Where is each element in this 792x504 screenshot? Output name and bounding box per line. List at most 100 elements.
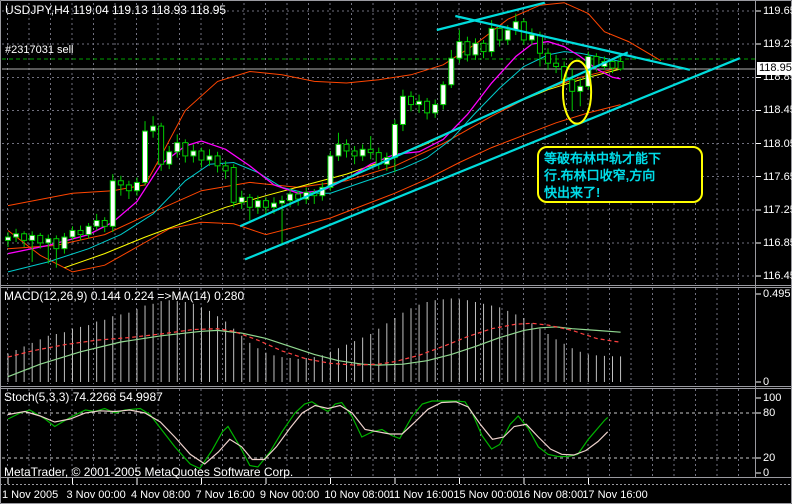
candle-body (254, 200, 261, 208)
candle-body (295, 193, 302, 200)
stoch-axis-label: 100 (763, 392, 782, 404)
candle-body (504, 29, 511, 41)
candle-body (359, 148, 366, 157)
candle-body (61, 236, 68, 250)
candle-body (5, 236, 11, 241)
stoch-lines (7, 400, 609, 470)
bollinger-upper (7, 2, 662, 207)
chart-title: USDJPY,H4 119.04 119.13 118.93 118.95 (5, 3, 227, 17)
candle-body (536, 34, 543, 54)
time-axis-label: 11 Nov 16:00 (388, 489, 454, 501)
candle-body (214, 155, 221, 167)
stoch-d-line (7, 401, 609, 465)
price-axis-label: 116.45 (763, 270, 792, 282)
candle-body (29, 234, 36, 241)
grid-lines (2, 3, 755, 477)
candle-body (577, 85, 584, 92)
stoch-axis-label: 80 (763, 407, 776, 419)
candles (5, 13, 624, 268)
stoch-axis-label: 20 (763, 452, 776, 464)
candle-body (125, 184, 132, 192)
candle-body (93, 220, 100, 227)
candle-body (464, 41, 471, 56)
candle-body (69, 229, 76, 238)
candle-body (408, 95, 414, 106)
macd-indicator-label: MACD(12,26,9) 0.144 0.224 =>MA(14) 0.280 (4, 289, 245, 303)
candle-body (246, 196, 253, 208)
wedge-descending-line (455, 14, 691, 71)
candle-body (262, 200, 269, 208)
candle-body (206, 155, 213, 161)
time-axis-label: 3 Nov 00:00 (66, 489, 126, 501)
annotation-note[interactable]: 等破布林中轨才能下 行.布林口收窄,方向 快出来了! (537, 146, 703, 203)
highlight-ellipse[interactable] (561, 59, 593, 125)
candle-body (238, 196, 245, 203)
candle-body (327, 155, 334, 188)
time-axis-label: 17 Nov 16:00 (582, 489, 648, 501)
candle-body (190, 150, 197, 157)
candle-body (133, 181, 140, 192)
macd-axis-label: 0.495 (763, 287, 791, 300)
candle-body (456, 41, 463, 59)
price-axis-label: 117.25 (763, 203, 792, 216)
candle-body (142, 130, 149, 183)
candle-body (351, 150, 358, 157)
candle-body (77, 229, 84, 236)
annotation-line: 快出来了! (544, 185, 601, 200)
candle-body (391, 123, 398, 159)
time-axis-label: 9 Nov 00:00 (259, 489, 320, 501)
stoch-axis-label: 0 (763, 467, 770, 479)
annotation-line: 等破布林中轨才能下 (544, 151, 662, 166)
candle-body (553, 62, 560, 67)
ma-cyan (7, 51, 621, 273)
time-axis-label: 16 Nov 08:00 (517, 489, 584, 501)
price-axis-label: 116.85 (763, 236, 792, 249)
macd-histogram (7, 298, 622, 382)
annotation-line: 行.布林口收窄,方向 (544, 168, 656, 183)
candle-body (367, 148, 374, 154)
candle-body (13, 233, 20, 238)
candle-body (166, 151, 173, 165)
candle-body (174, 142, 181, 153)
sell-order-label: #2317031 sell (5, 44, 74, 56)
candle-body (150, 125, 157, 132)
candle-body (117, 180, 124, 186)
candle-body (279, 200, 286, 204)
candle-body (399, 95, 406, 125)
macd-lines (7, 322, 621, 378)
price-axis-label: 119.65 (763, 5, 792, 17)
time-axis-label: 1 Nov 2005 (2, 489, 59, 501)
candle-body (37, 234, 44, 244)
ma-orange-mid (7, 66, 621, 250)
candle-body (432, 104, 439, 114)
candle-body (528, 34, 535, 41)
candle-body (617, 61, 624, 70)
time-axis-label: 4 Nov 08:00 (130, 489, 191, 501)
ma-magenta (7, 40, 621, 255)
stoch-indicator-label: Stoch(5,3,3) 74.2268 54.9987 (4, 390, 163, 404)
macd-axis-label: 0 (763, 376, 770, 388)
candle-body (440, 84, 447, 106)
candle-body (270, 202, 277, 208)
time-axis-label: 15 Nov 00:00 (453, 489, 519, 501)
indicator-overlays (7, 2, 662, 273)
candle-body (85, 225, 92, 236)
copyright-label: MetaTrader, © 2001-2005 MetaQuotes Softw… (4, 465, 294, 479)
candle-body (416, 100, 423, 106)
candle-body (472, 42, 479, 56)
candle-body (287, 193, 294, 202)
price-axis-label: 118.85 (763, 71, 792, 84)
candle-body (424, 100, 431, 114)
candle-body (480, 42, 487, 53)
candle-body (182, 142, 189, 157)
macd-signal-line (7, 322, 621, 366)
uptrend-outer-line (244, 57, 741, 261)
candle-body (21, 233, 28, 241)
macd-ma14-line (7, 326, 621, 378)
axis-ticks (7, 10, 761, 484)
candle-body (545, 52, 552, 64)
candle-body (335, 143, 342, 157)
